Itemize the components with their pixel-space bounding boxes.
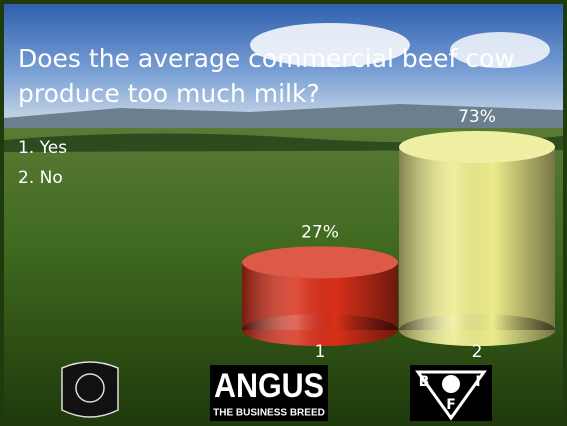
- cylinder: [242, 246, 398, 346]
- logo-text: F: [446, 397, 456, 413]
- logo-text: ANGUS: [214, 367, 324, 405]
- cylinder-top-highlight: [242, 246, 398, 279]
- cylinder-top: [399, 131, 555, 163]
- cylinder-top-highlight: [399, 131, 555, 163]
- hills: [4, 104, 563, 135]
- cylinder: [399, 131, 555, 346]
- cylinder-body-shade: [399, 147, 555, 330]
- title-line: produce too much milk?: [18, 79, 320, 108]
- value-label: 27%: [301, 222, 339, 242]
- logo-bif: B I F: [410, 365, 492, 421]
- cylinder-top: [242, 246, 398, 279]
- cloud: [250, 23, 410, 67]
- logo-text: THE BUSINESS BREED: [213, 408, 325, 419]
- category-label: 2: [472, 342, 483, 362]
- value-label: 73%: [458, 107, 496, 127]
- title-line: Does the average commercial beef cow: [18, 44, 515, 73]
- category-label: 1: [315, 342, 326, 362]
- logo-text: B: [419, 374, 430, 390]
- logo-angus: ANGUS THE BUSINESS BREED: [210, 365, 328, 421]
- cloud: [450, 32, 550, 68]
- logo-bie: [61, 361, 119, 418]
- option: 1. Yes: [18, 138, 67, 158]
- option: 2. No: [18, 168, 63, 188]
- logo-text: I: [475, 374, 480, 390]
